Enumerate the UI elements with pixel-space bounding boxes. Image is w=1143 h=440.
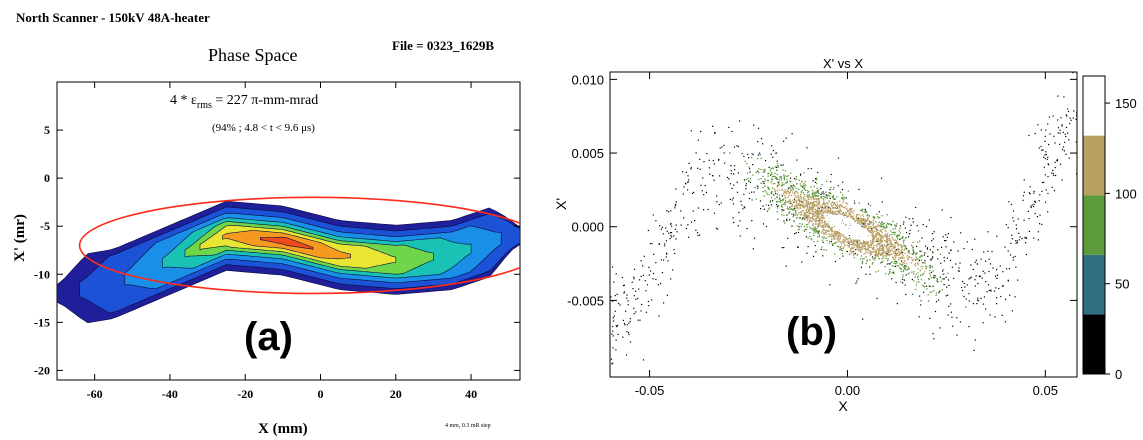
x-tick-label: 40 (465, 387, 477, 401)
contour-level-8 (259, 236, 314, 250)
colorbar-tick-label: 100 (1115, 186, 1137, 201)
y-tick-label: 0.005 (571, 146, 604, 161)
rms-ellipse (78, 196, 520, 295)
colorbar-band (1083, 135, 1105, 196)
density-contours (57, 200, 520, 324)
y-tick-label: -5 (40, 219, 50, 233)
y-tick-label: 0.000 (571, 220, 604, 235)
x-tick-label: 0 (317, 387, 323, 401)
y-tick-label: 5 (44, 123, 50, 137)
x-tick-label: 0.00 (835, 383, 860, 398)
x-tick-label: -20 (237, 387, 253, 401)
phase-space-chart: -60 -40 -20 0 20 40 5 0 -5 -10 -15 -20 4 * εrms = 2… (12, 81, 521, 437)
colorbar-band (1083, 314, 1105, 374)
x-axis-label: X (mm) (258, 421, 308, 437)
emittance-note: (94% ; 4.8 < t < 9.6 μs) (212, 122, 315, 134)
colorbar-band (1083, 76, 1105, 136)
y-tick-label: -15 (34, 315, 50, 329)
colorbar-band (1083, 254, 1105, 315)
file-label: File = 0323_1629B (392, 38, 495, 53)
step-note: 4 mm, 0.3 mR step (445, 423, 491, 429)
x-tick-label: 20 (390, 387, 402, 401)
panel-a-label: (a) (244, 315, 293, 359)
y-tick-label: -10 (34, 267, 50, 281)
x-tick-label: -40 (162, 387, 178, 401)
chart-title: X' vs X (823, 56, 863, 71)
scanner-header: North Scanner - 150kV 48A-heater (16, 10, 210, 25)
colorbar-tick-label: 150 (1115, 96, 1137, 111)
emittance-annotation: 4 * εrms = 227 π-mm-mrad (170, 93, 318, 111)
x-tick-label: -0.05 (635, 383, 665, 398)
colorbar: 0 50 100 150 (1082, 75, 1137, 382)
x-tick-label: 0.05 (1033, 383, 1058, 398)
x-axis-label: X (838, 398, 848, 414)
colorbar-tick-label: 0 (1115, 367, 1122, 382)
y-tick-label: 0 (44, 171, 50, 185)
chart-title: Phase Space (208, 45, 298, 65)
y-tick-label: -0.005 (567, 293, 604, 308)
panel-b-label: (b) (786, 310, 837, 354)
scatter-points (610, 72, 1077, 365)
colorbar-tick-label: 50 (1115, 277, 1129, 292)
panel-b-scatter: X' vs X -0.05 0.00 0.05 0.010 0.005 0.000 -0.0… (540, 0, 1143, 440)
y-axis-label: X' (mr) (12, 214, 28, 262)
colorbar-band (1083, 195, 1105, 255)
y-tick-label: -20 (34, 363, 50, 377)
y-axis-label: X' (553, 198, 569, 210)
x-tick-label: -60 (87, 387, 103, 401)
colorbar-frame (1082, 75, 1106, 375)
y-tick-label: 0.010 (571, 72, 604, 87)
xprime-vs-x-chart: X' vs X -0.05 0.00 0.05 0.010 0.005 0.000 -0.0… (553, 56, 1137, 414)
panel-a-phase-space: North Scanner - 150kV 48A-heater File = … (0, 0, 540, 440)
